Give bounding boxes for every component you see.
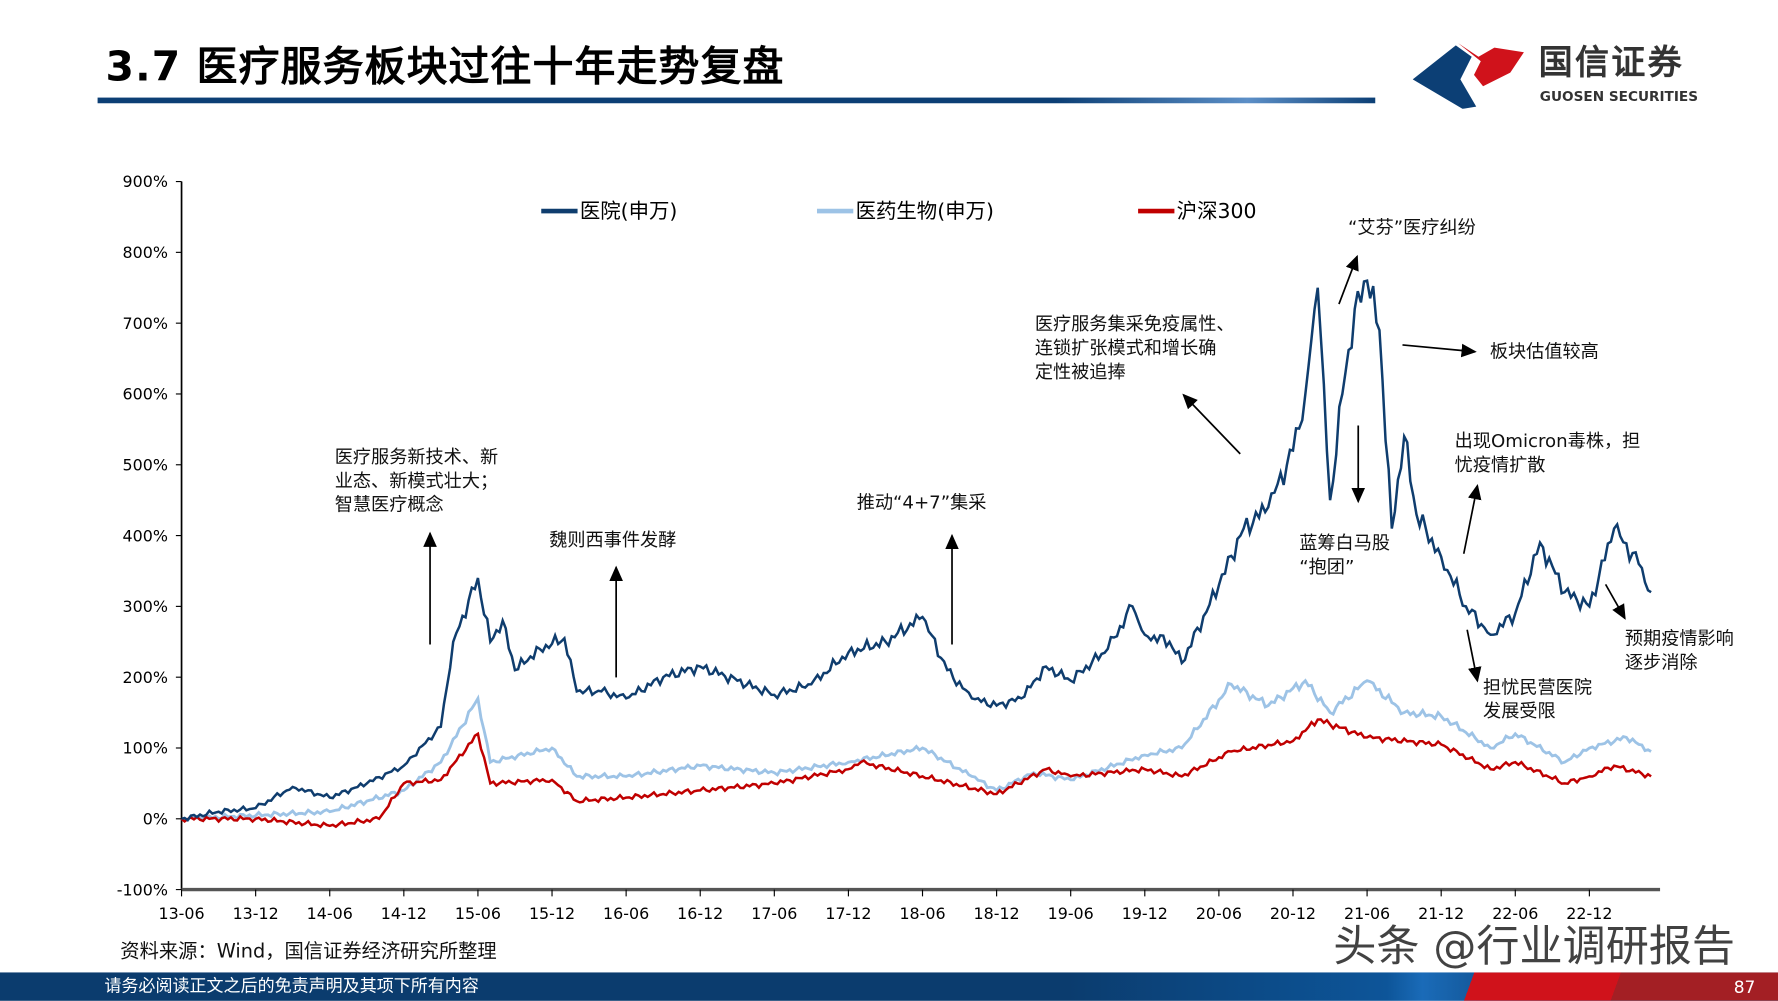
annotation-arrow xyxy=(1338,254,1359,305)
series-line-0 xyxy=(181,279,1652,822)
x-tick-label: 16-12 xyxy=(677,904,723,923)
series-line-2 xyxy=(180,718,1652,829)
annotation-line: 智慧医疗概念 xyxy=(334,493,444,516)
line-chart: -100% 0% 100% 200% 300% 400% 500% 600% 700% 800% 9… xyxy=(117,172,1661,923)
y-tick-label: 300% xyxy=(123,597,168,616)
annotation-arrow xyxy=(1462,483,1482,554)
chart-annotation: “艾芬”医疗纠纷 xyxy=(1348,216,1476,240)
x-tick-label: 17-06 xyxy=(751,904,797,923)
annotation-line: 业态、新模式壮大； xyxy=(334,469,499,492)
disclaimer-text: 请务必阅读正文之后的免责声明及其项下所有内容 xyxy=(104,975,479,997)
x-tick-label: 21-06 xyxy=(1344,904,1390,923)
legend-label: 医药生物(申万) xyxy=(856,199,994,223)
legend-label: 沪深300 xyxy=(1177,199,1257,223)
y-tick-label: 400% xyxy=(123,526,168,545)
x-tick-label: 13-12 xyxy=(233,904,279,923)
annotation-line: 忧疫情扩散 xyxy=(1454,453,1546,476)
x-tick-label: 22-12 xyxy=(1566,904,1612,923)
chart-annotation: 医疗服务集采免疫属性、 连锁扩张模式和增长确 定性被追捧 xyxy=(1035,312,1235,383)
x-tick-label: 19-06 xyxy=(1048,904,1094,923)
y-tick-label: 100% xyxy=(123,739,168,758)
annotation-line: 板块估值较高 xyxy=(1489,340,1599,362)
annotation-arrow xyxy=(1182,393,1241,455)
annotation-arrow xyxy=(1402,343,1477,358)
x-tick-label: 14-12 xyxy=(381,904,427,923)
annotation-line: 蓝筹白马股 xyxy=(1299,532,1391,554)
footer-decoration xyxy=(1369,972,1778,1001)
y-tick-label: 600% xyxy=(123,385,168,404)
annotation-line: 定性被追捧 xyxy=(1034,360,1126,383)
x-tick-label: 13-06 xyxy=(158,904,204,923)
chart-annotation: 出现Omicron毒株，担 忧疫情扩散 xyxy=(1455,429,1641,477)
page-title: 3.7 医疗服务板块过往十年走势复盘 xyxy=(105,44,785,91)
source-note: 资料来源：Wind，国信证券经济研究所整理 xyxy=(120,940,497,964)
y-tick-label: 200% xyxy=(123,668,168,687)
x-tick-label: 15-06 xyxy=(455,904,501,923)
y-tick-label: 900% xyxy=(123,172,168,191)
y-tick-label: 0% xyxy=(143,809,168,828)
x-tick-label: 16-06 xyxy=(603,904,649,923)
y-tick-label: 500% xyxy=(123,455,168,474)
y-tick-label: 700% xyxy=(123,314,168,333)
chart-annotation: 魏则西事件发酵 xyxy=(549,528,676,552)
x-tick-label: 21-12 xyxy=(1418,904,1464,923)
x-tick-label: 20-12 xyxy=(1270,904,1316,923)
chart-annotation: 推动“4+7”集采 xyxy=(857,490,987,514)
x-tick-label: 18-06 xyxy=(899,904,945,923)
chart-annotation: 板块估值较高 xyxy=(1490,339,1599,363)
annotation-line: 连锁扩张模式和增长确 xyxy=(1034,337,1217,359)
footer-bar: 请务必阅读正文之后的免责声明及其项下所有内容 87 xyxy=(0,972,1778,1001)
annotation-line: 出现Omicron毒株，担 xyxy=(1454,430,1641,452)
annotation-line: 逐步消除 xyxy=(1624,651,1698,673)
y-tick-label: -100% xyxy=(117,880,168,899)
annotation-line: 魏则西事件发酵 xyxy=(549,528,677,551)
annotation-arrow xyxy=(1604,583,1626,620)
legend-label: 医院(申万) xyxy=(580,199,678,223)
x-tick-label: 20-06 xyxy=(1196,904,1242,923)
annotation-line: 医疗服务集采免疫属性、 xyxy=(1034,313,1235,335)
annotation-line: 医疗服务新技术、新 xyxy=(334,445,499,468)
chart-annotation: 担忧民营医院 发展受限 xyxy=(1483,675,1592,723)
annotation-line: 推动“4+7”集采 xyxy=(856,491,987,513)
watermark: 头条 @行业调研报告 xyxy=(1333,921,1736,972)
series-line-1 xyxy=(181,678,1652,823)
chart-annotation: 预期疫情影响 逐步消除 xyxy=(1625,626,1734,674)
annotation-line: “抱团” xyxy=(1299,556,1355,578)
chart-annotation: 蓝筹白马股 “抱团” xyxy=(1299,531,1390,579)
annotation-line: 预期疫情影响 xyxy=(1624,627,1734,650)
annotation-arrow xyxy=(1466,629,1482,683)
annotation-line: 发展受限 xyxy=(1483,700,1556,722)
x-tick-label: 22-06 xyxy=(1492,904,1538,923)
logo-text-en: GUOSEN SECURITIES xyxy=(1539,88,1699,105)
guosen-logo-icon xyxy=(1412,43,1524,109)
x-tick-label: 14-06 xyxy=(307,904,353,923)
y-tick-label: 800% xyxy=(123,243,168,262)
x-tick-label: 17-12 xyxy=(825,904,871,923)
title-divider xyxy=(97,97,1376,104)
page-number: 87 xyxy=(1733,976,1756,998)
x-tick-label: 15-12 xyxy=(529,904,575,923)
annotation-line: 担忧民营医院 xyxy=(1483,676,1593,698)
chart-annotation: 医疗服务新技术、新 业态、新模式壮大； 智慧医疗概念 xyxy=(335,445,498,516)
logo-text-cn: 国信证券 xyxy=(1538,43,1684,83)
annotation-line: “艾芬”医疗纠纷 xyxy=(1348,216,1476,239)
x-tick-label: 19-12 xyxy=(1122,904,1168,923)
x-tick-label: 18-12 xyxy=(974,904,1020,923)
